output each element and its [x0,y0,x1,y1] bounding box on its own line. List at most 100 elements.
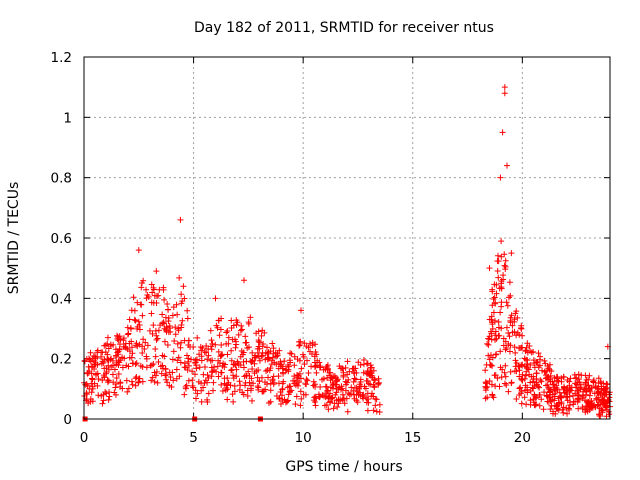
data-point [497,309,504,316]
data-point [498,278,505,285]
data-point [482,395,489,402]
data-point [109,371,116,378]
data-point [559,406,566,413]
data-point [563,394,570,401]
data-point [183,382,190,389]
data-point [360,369,367,376]
data-point [376,401,383,408]
data-point [253,330,260,337]
data-point [176,274,183,281]
data-point [185,377,192,384]
data-point [265,374,272,381]
data-point [511,367,518,374]
data-point [255,353,262,360]
data-point [302,380,309,387]
data-point [294,356,301,363]
data-point [225,340,232,347]
data-point [297,402,304,409]
data-point [495,318,502,325]
data-point [514,314,521,321]
data-point [484,384,491,391]
data-point [100,359,107,366]
data-point [582,380,589,387]
data-point [154,335,161,342]
data-point [134,299,141,306]
data-point [498,238,505,245]
data-point [126,354,133,361]
data-point [133,340,140,347]
data-point [307,340,314,347]
data-point [273,353,280,360]
data-point [533,381,540,388]
data-point [129,360,136,367]
data-point [139,363,146,370]
data-point [164,342,171,349]
data-point [161,338,168,345]
data-point [518,390,524,397]
data-point [177,216,184,223]
data-point [172,331,179,338]
data-point [489,321,496,328]
data-point [340,373,347,380]
x-tick-label: 5 [189,430,198,446]
data-point [222,361,229,368]
data-point [338,383,345,390]
data-point [179,298,186,305]
data-point [89,375,96,382]
data-point [555,378,562,385]
data-point [269,376,276,383]
data-point [524,389,531,396]
data-point [574,387,581,394]
data-point [297,307,304,314]
data-point [258,374,265,381]
data-point [178,291,185,298]
data-point [150,284,157,291]
data-point [309,339,316,346]
data-point [603,391,610,398]
data-point [567,387,574,394]
data-point [138,279,145,286]
data-point [369,372,376,379]
data-point [231,336,238,343]
data-point [231,383,238,390]
data-point [597,412,604,419]
data-point [181,364,188,371]
data-point [178,322,185,329]
data-point [486,356,493,363]
data-point [585,376,592,383]
data-point [575,395,582,402]
data-point [602,403,609,410]
data-point [170,377,177,384]
data-point [152,346,159,353]
data-point [158,370,165,377]
data-point [536,391,543,398]
data-point [99,349,106,356]
data-point [371,376,378,383]
data-point [573,384,580,391]
data-point [204,398,211,405]
data-point [105,377,112,384]
data-point [486,265,493,272]
data-point [501,262,508,269]
data-point [112,391,119,398]
data-point [213,322,220,329]
data-point [291,362,298,369]
data-point [233,317,240,324]
data-point [145,293,152,300]
data-point [128,378,135,385]
data-point [325,406,332,413]
data-point [172,324,179,331]
data-point [218,352,225,359]
data-point [219,388,226,395]
data-point [488,336,495,343]
data-point [270,373,277,380]
data-point [165,306,172,313]
data-point [232,344,239,351]
data-point [513,308,520,315]
points-layer [81,84,613,422]
data-point [511,328,518,335]
data-point [280,370,287,377]
data-point [124,331,131,338]
data-point [154,379,161,386]
data-point [201,363,208,370]
